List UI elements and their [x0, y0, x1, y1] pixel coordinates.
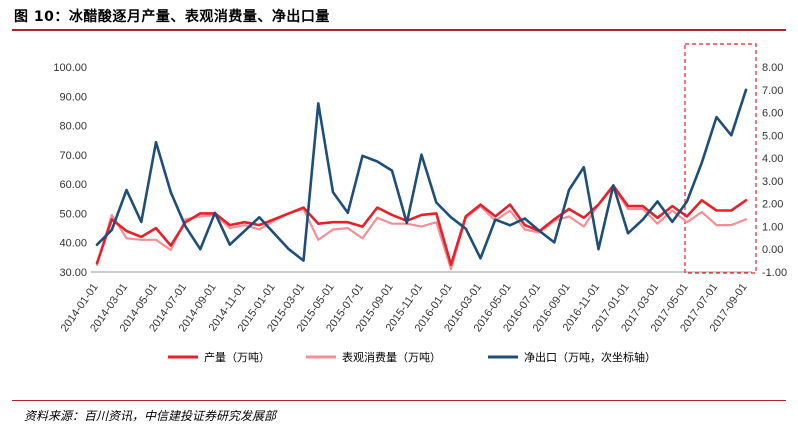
source-note: 资料来源：百川资讯，中信建投证券研究发展部 — [24, 409, 277, 423]
highlight-box — [684, 43, 757, 274]
legend-label-production: 产量（万吨） — [204, 350, 270, 364]
y-right-tick-label: 8.00 — [762, 62, 783, 74]
legend-label-consumption: 表观消费量（万吨） — [342, 350, 441, 364]
y-right-tick-label: 2.00 — [762, 199, 783, 211]
y-left-tick-label: 70.00 — [59, 150, 87, 162]
y-right-tick-label: 0.00 — [762, 244, 783, 256]
y-left-tick-label: 40.00 — [59, 238, 87, 250]
chart-axes: 30.00 40.00 50.00 60.00 70.00 80.00 90.00 100.0… — [53, 62, 787, 334]
y-right-tick-label: 1.00 — [762, 221, 783, 233]
chart-title: 图 10：冰醋酸逐月产量、表观消费量、净出口量 — [14, 9, 330, 25]
y-left-tick-label: 50.00 — [59, 208, 87, 220]
y-right-tick-label: 4.00 — [762, 153, 783, 165]
y-right-tick-label: 7.00 — [762, 85, 783, 97]
y-right-tick-label: 3.00 — [762, 176, 783, 188]
title-divider — [12, 29, 786, 31]
y-right-tick-label: -1.00 — [762, 267, 787, 279]
highlight-dashed-rect — [684, 43, 757, 274]
y-left-tick-label: 80.00 — [59, 121, 87, 133]
y-left-tick-label: 100.00 — [53, 62, 87, 74]
y-right-tick-label: 5.00 — [762, 130, 783, 142]
series-lines — [95, 88, 748, 271]
series-line-net-export — [95, 88, 748, 262]
footer-divider — [12, 400, 786, 401]
y-right-tick-label: 6.00 — [762, 108, 783, 120]
legend: 产量（万吨） 表观消费量（万吨） 净出口（万吨，次坐标轴） — [168, 350, 656, 364]
y-left-tick-label: 60.00 — [59, 179, 87, 191]
series-line-consumption — [95, 186, 748, 271]
y-left-tick-label: 90.00 — [59, 91, 87, 103]
legend-label-net-export: 净出口（万吨，次坐标轴） — [524, 350, 656, 364]
y-left-tick-label: 30.00 — [59, 267, 87, 279]
series-line-production — [95, 184, 748, 267]
